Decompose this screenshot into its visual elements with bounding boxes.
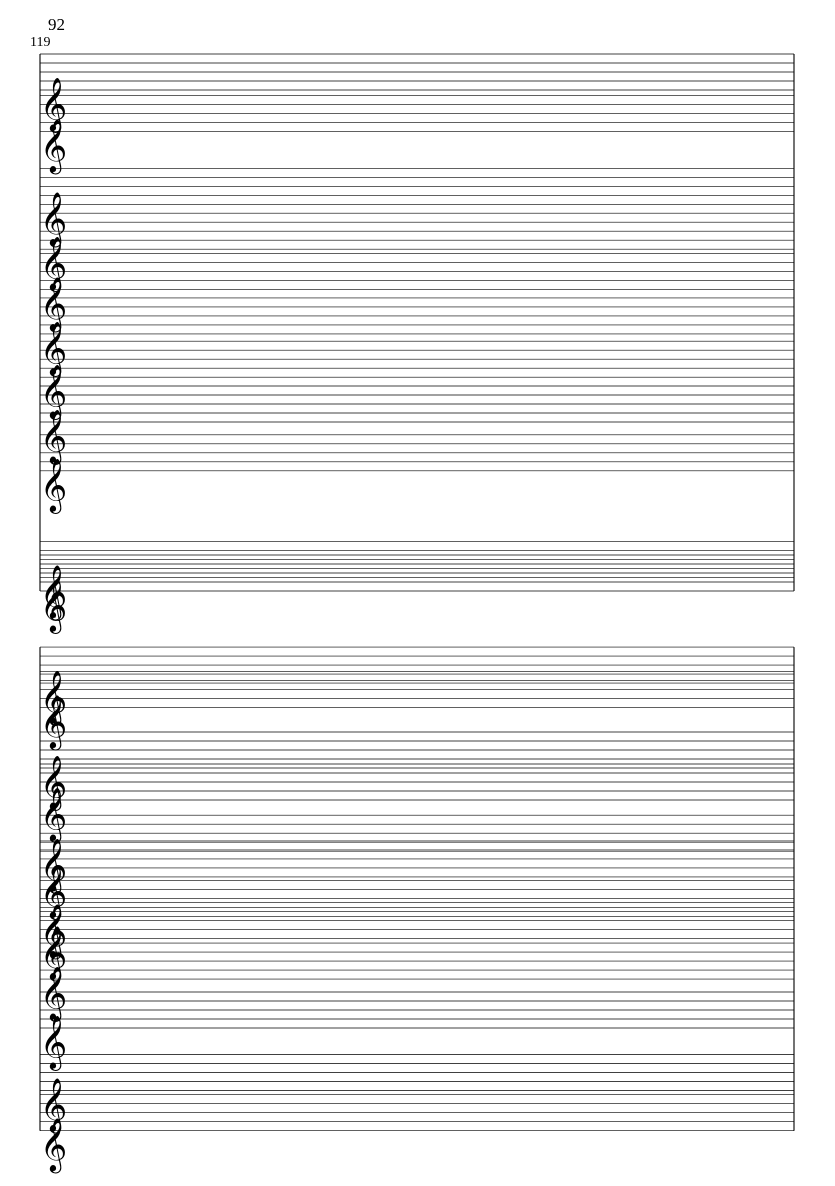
svg-text:119: 119 xyxy=(30,35,50,50)
svg-text:𝄞: 𝄞 xyxy=(40,410,67,465)
svg-text:𝄞: 𝄞 xyxy=(40,1118,67,1173)
svg-text:𝄞: 𝄞 xyxy=(40,1016,67,1071)
svg-text:𝄞: 𝄞 xyxy=(40,695,67,750)
svg-text:𝄞: 𝄞 xyxy=(40,119,67,174)
svg-text:𝄞: 𝄞 xyxy=(40,579,67,634)
svg-text:𝄞: 𝄞 xyxy=(40,458,67,513)
svg-text:92: 92 xyxy=(48,15,65,34)
svg-text:𝄞: 𝄞 xyxy=(40,967,67,1022)
